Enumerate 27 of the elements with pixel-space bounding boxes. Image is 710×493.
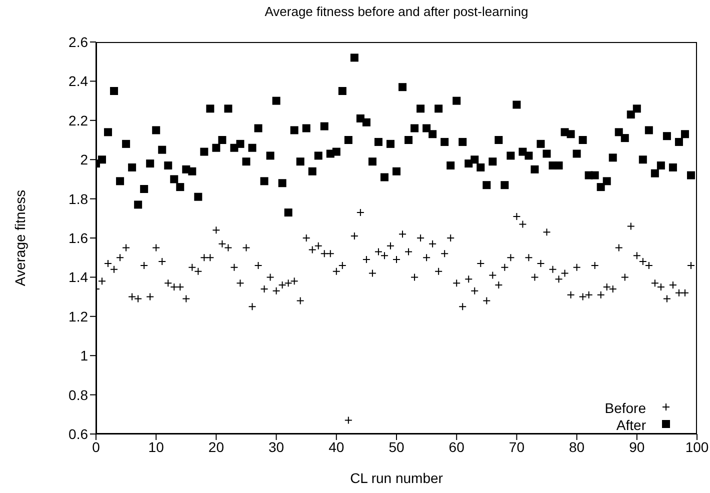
y-tick-label: 1.2 (68, 308, 88, 324)
y-tick-label: 1.6 (68, 230, 88, 246)
y-tick-label: 1.8 (68, 190, 88, 207)
x-tick-label: 60 (448, 438, 465, 455)
x-tick-label: 10 (148, 438, 164, 455)
y-tick-label: 2 (80, 152, 88, 168)
legend-label: After (616, 416, 646, 432)
chart-title: Average fitness before and after post-learning (264, 4, 530, 19)
x-tick-label: 100 (685, 438, 709, 455)
x-axis-title: CL run number (350, 470, 444, 486)
y-tick-label: 1 (80, 348, 88, 364)
y-tick-label: 2.6 (68, 34, 88, 50)
y-axis-title: Average fitness (12, 190, 28, 286)
y-tick-label: 1.4 (68, 269, 88, 286)
x-tick-label: 20 (208, 438, 224, 455)
x-tick-label: 40 (328, 438, 344, 455)
x-tick-label: 30 (268, 438, 284, 455)
y-tick-label: 0.6 (68, 426, 88, 442)
y-tick-label: 2.2 (68, 112, 88, 128)
y-tick-label: 0.8 (68, 386, 88, 403)
x-tick-label: 80 (569, 438, 585, 455)
legend-label: Before (604, 400, 646, 416)
x-tick-label: 90 (629, 438, 645, 455)
x-tick-label: 0 (92, 438, 100, 455)
x-tick-label: 50 (388, 438, 404, 455)
y-tick-label: 2.4 (68, 73, 88, 90)
x-tick-label: 70 (508, 438, 525, 455)
